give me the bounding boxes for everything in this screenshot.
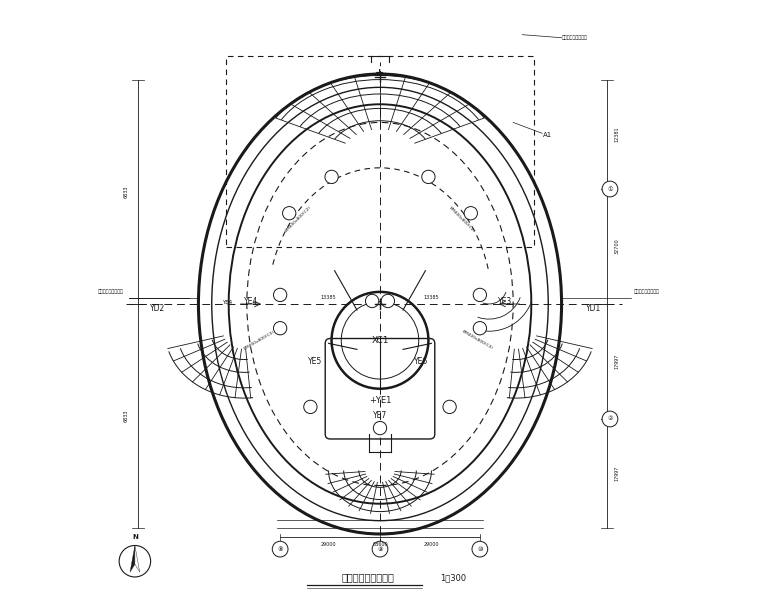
Text: 17997: 17997 [614,354,619,369]
Circle shape [464,207,477,220]
Text: YE5: YE5 [308,357,322,366]
Text: A1: A1 [543,131,553,137]
Text: ②: ② [607,416,613,421]
Circle shape [272,541,288,557]
Circle shape [473,288,486,302]
Text: YE6: YE6 [414,357,429,366]
Circle shape [602,181,618,197]
Text: 该区域内不设置楼板: 该区域内不设置楼板 [562,35,587,40]
Text: YD1: YD1 [586,305,601,313]
Circle shape [274,322,287,335]
Text: YE3: YE3 [498,297,512,306]
Text: YE7: YE7 [373,412,387,421]
Text: +YE1: +YE1 [369,396,391,406]
Circle shape [304,400,317,413]
Text: 13385: 13385 [321,295,337,300]
Text: 13385: 13385 [423,295,439,300]
Circle shape [325,170,338,184]
Text: BM400x800(C3): BM400x800(C3) [242,330,275,351]
Text: ⑨: ⑨ [377,547,383,551]
Text: YD2: YD2 [150,305,165,313]
Text: 1：300: 1：300 [441,573,467,582]
Bar [226,56,534,246]
Circle shape [472,541,488,557]
Text: 该区域内不设置楼板: 该区域内不设置楼板 [633,289,659,294]
Text: 58600: 58600 [372,542,388,547]
Text: 6833: 6833 [124,186,129,198]
Circle shape [382,294,394,308]
Text: 17997: 17997 [614,466,619,481]
Text: 12381: 12381 [614,126,619,142]
Text: 29000: 29000 [423,542,439,547]
Circle shape [602,411,618,427]
Text: ⑧: ⑧ [277,547,283,551]
Text: BM400x800(C3): BM400x800(C3) [461,330,493,351]
Text: +: + [375,68,385,78]
Text: 6833: 6833 [124,410,129,422]
Circle shape [274,288,287,302]
Circle shape [283,207,296,220]
Text: 29000: 29000 [321,542,337,547]
Circle shape [422,170,435,184]
Text: BM400x800(C2): BM400x800(C2) [284,206,312,233]
Text: XC1: XC1 [371,336,389,345]
Circle shape [366,294,378,308]
Text: YE4: YE4 [244,297,258,306]
Text: ⑩: ⑩ [477,547,483,551]
Circle shape [443,400,456,413]
Circle shape [473,322,486,335]
Polygon shape [135,545,140,572]
Text: 32700: 32700 [614,239,619,254]
Text: YE4: YE4 [222,300,232,305]
Polygon shape [130,545,135,572]
Text: N: N [132,534,138,540]
Circle shape [373,421,387,435]
Text: 该区域内不设置楼板: 该区域内不设置楼板 [98,289,124,294]
Text: BM400x800(C2): BM400x800(C2) [448,206,476,233]
Text: 景观水池平面布置图: 景观水池平面布置图 [341,573,394,582]
Text: ①: ① [607,187,613,192]
Circle shape [372,541,388,557]
